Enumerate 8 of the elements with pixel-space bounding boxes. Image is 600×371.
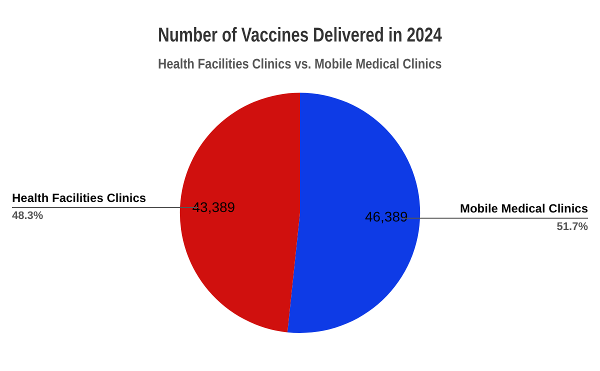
chart-subtitle: Health Facilities Clinics vs. Mobile Medical Clinics (158, 55, 442, 72)
chart-title: Number of Vaccines Delivered in 2024 (158, 24, 442, 46)
text: 48.3% (12, 210, 44, 222)
slice-label: Mobile Medical Clinics (460, 202, 588, 216)
data-label: 43,389 (192, 199, 236, 216)
slice-label: Health Facilities Clinics (12, 190, 146, 205)
text: 51.7% (556, 220, 588, 233)
data-label: 46,389 (364, 208, 408, 224)
